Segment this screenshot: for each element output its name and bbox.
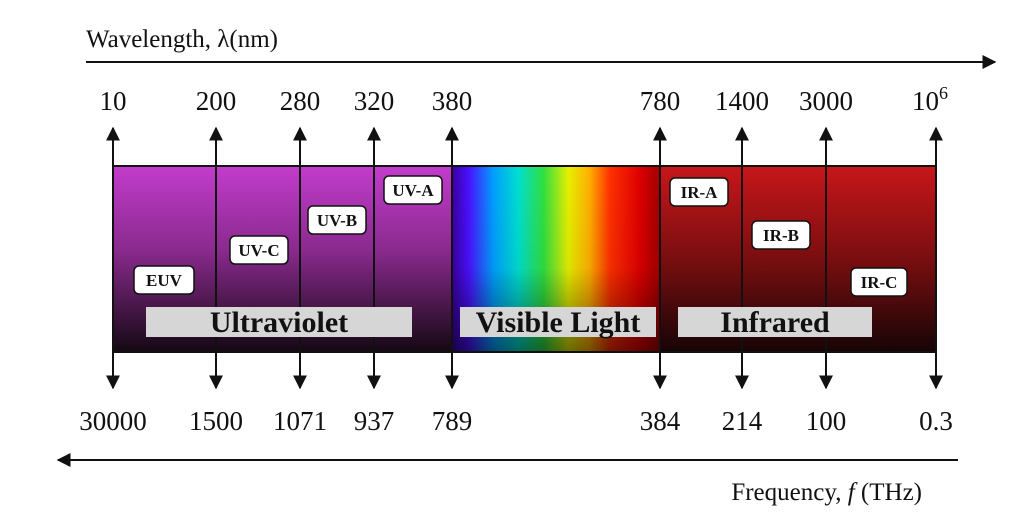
frequency-axis-title: Frequency, f (THz) xyxy=(731,479,922,506)
frequency-axis-title-suffix: (THz) xyxy=(855,479,922,506)
wavelength-tick-380: 380 xyxy=(432,86,473,116)
wavelength-tick-1400: 1400 xyxy=(715,86,769,116)
frequency-tick-384: 384 xyxy=(640,406,681,436)
wavelength-tick-280: 280 xyxy=(280,86,321,116)
band-label-irb: IR-B xyxy=(751,220,811,250)
wavelength-axis-title: Wavelength, λ(nm) xyxy=(86,26,278,53)
frequency-tick-214: 214 xyxy=(722,406,763,436)
band-label-ira-text: IR-A xyxy=(681,183,719,202)
infrared-label: Infrared xyxy=(720,306,830,339)
wavelength-tick-200: 200 xyxy=(196,86,237,116)
band-label-ira: IR-A xyxy=(669,177,729,207)
band-label-irc-text: IR-C xyxy=(861,273,898,292)
visible-light-label-box xyxy=(460,307,656,337)
wavelength-tick-1e6-base: 10 xyxy=(912,86,939,116)
visible-light-label: Visible Light xyxy=(476,306,641,339)
wavelength-tick-10: 10 xyxy=(100,86,127,116)
frequency-tick-1071: 1071 xyxy=(273,406,327,436)
band-label-irb-text: IR-B xyxy=(763,226,799,245)
wavelength-tick-3000: 3000 xyxy=(799,86,853,116)
tick-lines xyxy=(106,126,943,390)
ultraviolet-label-box xyxy=(146,307,412,337)
frequency-axis-title-symbol: f xyxy=(848,479,858,506)
frequency-tick-789: 789 xyxy=(432,406,473,436)
wavelength-tick-1e6-exponent: 6 xyxy=(939,83,948,103)
frequency-tick-937: 937 xyxy=(354,406,395,436)
band-label-euv: EUV xyxy=(133,265,195,295)
band-label-uva: UV-A xyxy=(383,175,443,205)
infrared-label-box xyxy=(678,307,872,337)
wavelength-tick-1e6: 106 xyxy=(912,83,948,116)
wavelength-tick-320: 320 xyxy=(354,86,395,116)
ultraviolet-label: Ultraviolet xyxy=(210,306,348,339)
frequency-tick-0.3: 0.3 xyxy=(919,406,953,436)
band-label-uvb: UV-B xyxy=(307,205,367,235)
frequency-axis-title-prefix: Frequency, xyxy=(731,479,847,506)
band-label-irc: IR-C xyxy=(850,267,908,297)
band-label-uvc-text: UV-C xyxy=(238,241,279,260)
frequency-tick-30000: 30000 xyxy=(79,406,147,436)
wavelength-tick-780: 780 xyxy=(640,86,681,116)
band-label-uvb-text: UV-B xyxy=(317,211,357,230)
band-label-uva-text: UV-A xyxy=(392,181,434,200)
frequency-tick-100: 100 xyxy=(806,406,847,436)
band-label-uvc: UV-C xyxy=(229,235,289,265)
frequency-tick-1500: 1500 xyxy=(189,406,243,436)
band-label-euv-text: EUV xyxy=(146,271,183,290)
